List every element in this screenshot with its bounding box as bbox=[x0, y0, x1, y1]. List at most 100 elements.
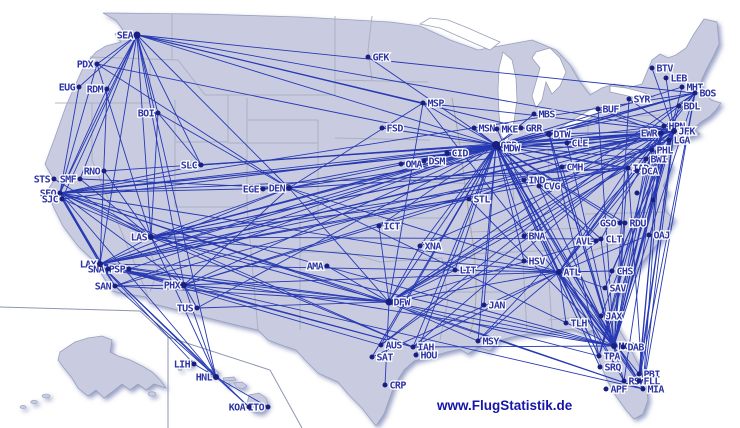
airport-label-LAX: LAX bbox=[80, 260, 97, 271]
route-HNL-LIH bbox=[193, 363, 217, 378]
route-MBS-ORD bbox=[495, 113, 535, 146]
airport-dot-MIA bbox=[640, 386, 646, 392]
airport-dot-RDU bbox=[622, 220, 628, 226]
route-SFO-LAS bbox=[59, 192, 152, 238]
airport-label-JAN: JAN bbox=[489, 301, 506, 312]
route-PDX-ORD bbox=[96, 63, 497, 146]
route-LAS-HNL bbox=[150, 236, 217, 378]
route-PHX-TUS bbox=[183, 284, 198, 309]
airport-dot-MSP bbox=[420, 100, 426, 106]
route-MIA-BOS bbox=[642, 92, 696, 390]
route-DFW-CLT bbox=[388, 238, 602, 303]
airport-label-CRP: CRP bbox=[390, 381, 407, 392]
route-LAS-IAH bbox=[150, 236, 414, 348]
airport-label-LGA: LGA bbox=[674, 136, 691, 147]
airport-dot-MSN bbox=[471, 125, 477, 131]
airport-label-OAJ: OAJ bbox=[654, 231, 670, 242]
airport-dot-ITO bbox=[265, 404, 271, 410]
route-SEA-HNL bbox=[136, 34, 217, 378]
airport-dot-GFK bbox=[365, 54, 371, 60]
airport-label-PBI: PBI bbox=[644, 370, 661, 381]
airport-dot-CVG bbox=[536, 183, 542, 189]
alaska-inset-border bbox=[0, 306, 169, 428]
route-MSP-JFK bbox=[422, 102, 675, 132]
airport-dot-MHT bbox=[679, 84, 685, 90]
website-link[interactable]: www.FlugStatistik.de bbox=[436, 398, 573, 413]
airport-dot-RNO bbox=[101, 168, 107, 174]
airport-dot-FSD bbox=[379, 125, 385, 131]
route-SFO-MCO bbox=[59, 192, 615, 347]
airport-dot-MKE bbox=[494, 126, 500, 132]
airport-label-GRR: GRR bbox=[526, 124, 544, 135]
route-DFW-JFK bbox=[388, 130, 675, 303]
route-MIA-JFK bbox=[642, 130, 675, 390]
airport-dot-DTW bbox=[546, 131, 552, 137]
airport-dot-LIH bbox=[191, 361, 197, 367]
route-DEN-MSP bbox=[288, 102, 424, 189]
route-TPA-EWR bbox=[598, 132, 662, 357]
airport-dot-SAV bbox=[602, 285, 608, 291]
route-SEA-SJC bbox=[61, 34, 138, 200]
airport-dot-HNL bbox=[213, 374, 219, 380]
airport-label-DFW: DFW bbox=[394, 298, 412, 309]
airport-label-FLL: FLL bbox=[644, 377, 661, 388]
route-SFO-BOS bbox=[59, 92, 696, 194]
airport-label-LAS: LAS bbox=[131, 233, 148, 244]
route-SAN-PHX bbox=[114, 284, 185, 287]
route-SAN-DFW bbox=[114, 285, 390, 303]
airport-label-ITO: ITO bbox=[248, 403, 265, 414]
airport-dot-SAN bbox=[112, 283, 118, 289]
route-LAX-DEN bbox=[99, 187, 290, 265]
airport-label-DEN: DEN bbox=[269, 184, 286, 195]
route-STL-ORD bbox=[468, 144, 497, 200]
route-MKE-ATL bbox=[496, 128, 560, 273]
airport-dot-SFO bbox=[57, 190, 63, 196]
route-RDM-SFO bbox=[59, 88, 108, 194]
airport-dot-JAN bbox=[481, 302, 487, 308]
airport-label-PHX: PHX bbox=[164, 281, 181, 292]
airport-dot-CRP bbox=[382, 382, 388, 388]
route-LAS-LAX bbox=[99, 236, 152, 265]
airport-dot-LAX bbox=[97, 261, 103, 267]
route-HNL-ITO bbox=[215, 376, 269, 408]
route-ATL-EWR bbox=[558, 132, 662, 273]
route-CLT-MCO bbox=[600, 238, 615, 347]
route-PHX-DEN bbox=[183, 187, 290, 286]
route-DCA-ORD bbox=[495, 144, 638, 172]
airport-dot-HOU bbox=[413, 352, 419, 358]
airport-label-IAH: IAH bbox=[418, 343, 435, 354]
airport-dot-AUS bbox=[378, 342, 384, 348]
route-SFO-SLC bbox=[59, 164, 202, 194]
airport-dot-PHL bbox=[649, 147, 655, 153]
route-DEN-IAD bbox=[288, 167, 629, 189]
route-ATL-PBI bbox=[558, 271, 640, 375]
airport-label-OMA: OMA bbox=[406, 160, 423, 171]
airport-dot-BDL bbox=[676, 103, 682, 109]
airport-dot-LIT bbox=[452, 267, 458, 273]
airport-label-HNL: HNL bbox=[196, 373, 213, 384]
airport-dot-LAS bbox=[148, 234, 154, 240]
airport-label-BOS: BOS bbox=[700, 89, 717, 100]
airport-dot-PSP bbox=[126, 266, 132, 272]
route-MSP-DFW bbox=[388, 102, 424, 303]
route-MIA-EWR bbox=[642, 132, 662, 390]
route-ATL-DFW bbox=[388, 271, 560, 303]
aleutian-island bbox=[30, 399, 38, 405]
airport-dot-DSM bbox=[421, 158, 427, 164]
airport-dot-GSO bbox=[617, 220, 623, 226]
route-SFO-IAH bbox=[59, 192, 414, 348]
route-ATL-TLH bbox=[558, 271, 567, 324]
airport-dot-FLL bbox=[636, 378, 642, 384]
airport-dot-SLC bbox=[198, 162, 204, 168]
airport-label-ICT: ICT bbox=[384, 222, 401, 233]
route-ATL-IAD bbox=[558, 167, 629, 273]
airport-label-TUS: TUS bbox=[177, 304, 194, 315]
airport-dot-HSV bbox=[521, 258, 527, 264]
airport-dot-TPA bbox=[596, 353, 602, 359]
airport-dot-LGA bbox=[666, 137, 672, 143]
route-SFO-MIA bbox=[59, 192, 644, 390]
route-MCO-IAD bbox=[613, 167, 629, 347]
airport-label-CID: CID bbox=[452, 149, 469, 160]
route-LAX-MCO bbox=[99, 263, 615, 347]
airport-dot-DEN bbox=[286, 185, 292, 191]
